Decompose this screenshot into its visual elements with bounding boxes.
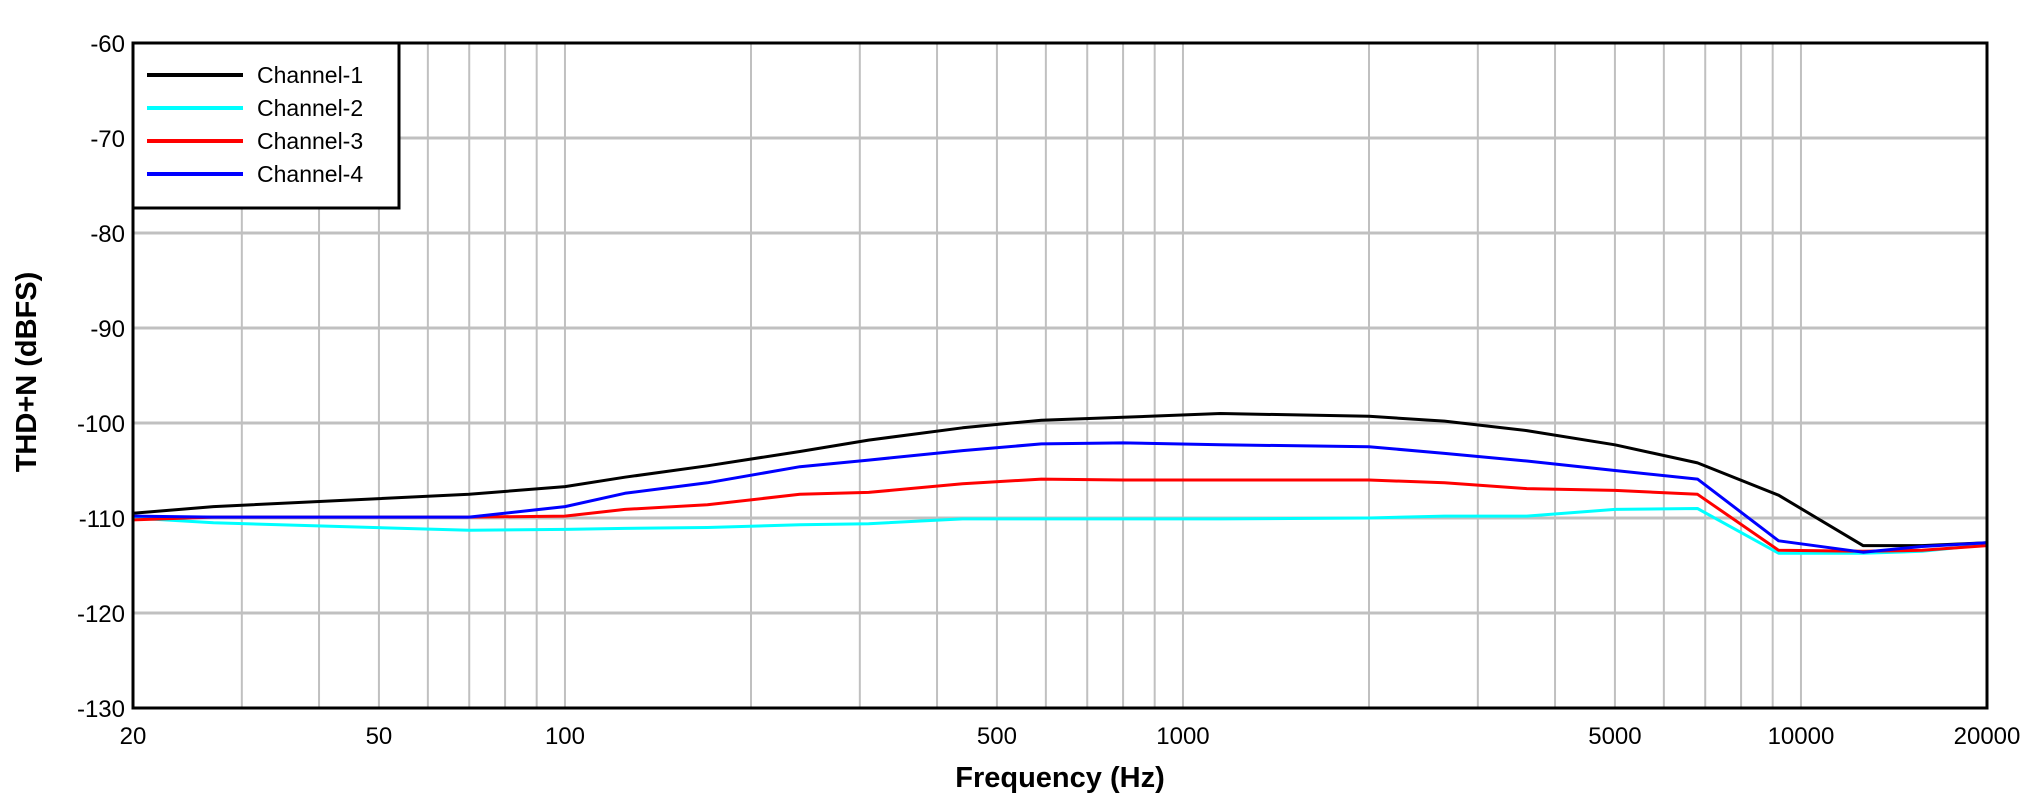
y-tick-label: -70	[90, 126, 125, 153]
legend-label: Channel-4	[257, 161, 363, 187]
x-tick-label: 10000	[1768, 723, 1835, 750]
y-tick-label: -90	[90, 316, 125, 343]
series-lines	[132, 412, 1988, 555]
x-tick-label: 1000	[1156, 723, 1209, 750]
y-tick-label: -80	[90, 221, 125, 248]
legend-label: Channel-2	[257, 95, 363, 121]
series-line-channel-3	[132, 477, 1988, 553]
y-tick-label: -120	[77, 601, 125, 628]
series-line-channel-4	[132, 441, 1988, 554]
x-tick-label: 500	[977, 723, 1017, 750]
series-line-channel-1	[132, 412, 1988, 548]
legend-label: Channel-1	[257, 62, 363, 88]
x-axis-label: Frequency (Hz)	[955, 762, 1164, 794]
x-tick-labels: 20 50 100 500 1000 5000 10000 20000	[120, 723, 2021, 750]
x-tick-label: 20	[120, 723, 147, 750]
legend-label: Channel-3	[257, 128, 363, 154]
legend-box	[131, 41, 401, 210]
y-tick-label: -130	[77, 696, 125, 723]
plot-frame	[131, 41, 1989, 710]
x-tick-label: 50	[366, 723, 393, 750]
legend: Channel-1 Channel-2 Channel-3 Channel-4	[131, 41, 401, 210]
series-line-channel-2	[132, 507, 1988, 555]
x-tick-label: 5000	[1588, 723, 1641, 750]
y-tick-label: -110	[79, 506, 125, 533]
grid	[133, 41, 1987, 710]
y-tick-label: -60	[90, 31, 125, 58]
x-tick-label: 20000	[1954, 723, 2021, 750]
y-tick-labels: -60 -70 -80 -90 -100 -110 -120 -130	[77, 31, 125, 723]
y-tick-label: -100	[77, 411, 125, 438]
x-tick-label: 100	[545, 723, 585, 750]
y-axis-label: THD+N (dBFS)	[11, 272, 43, 473]
